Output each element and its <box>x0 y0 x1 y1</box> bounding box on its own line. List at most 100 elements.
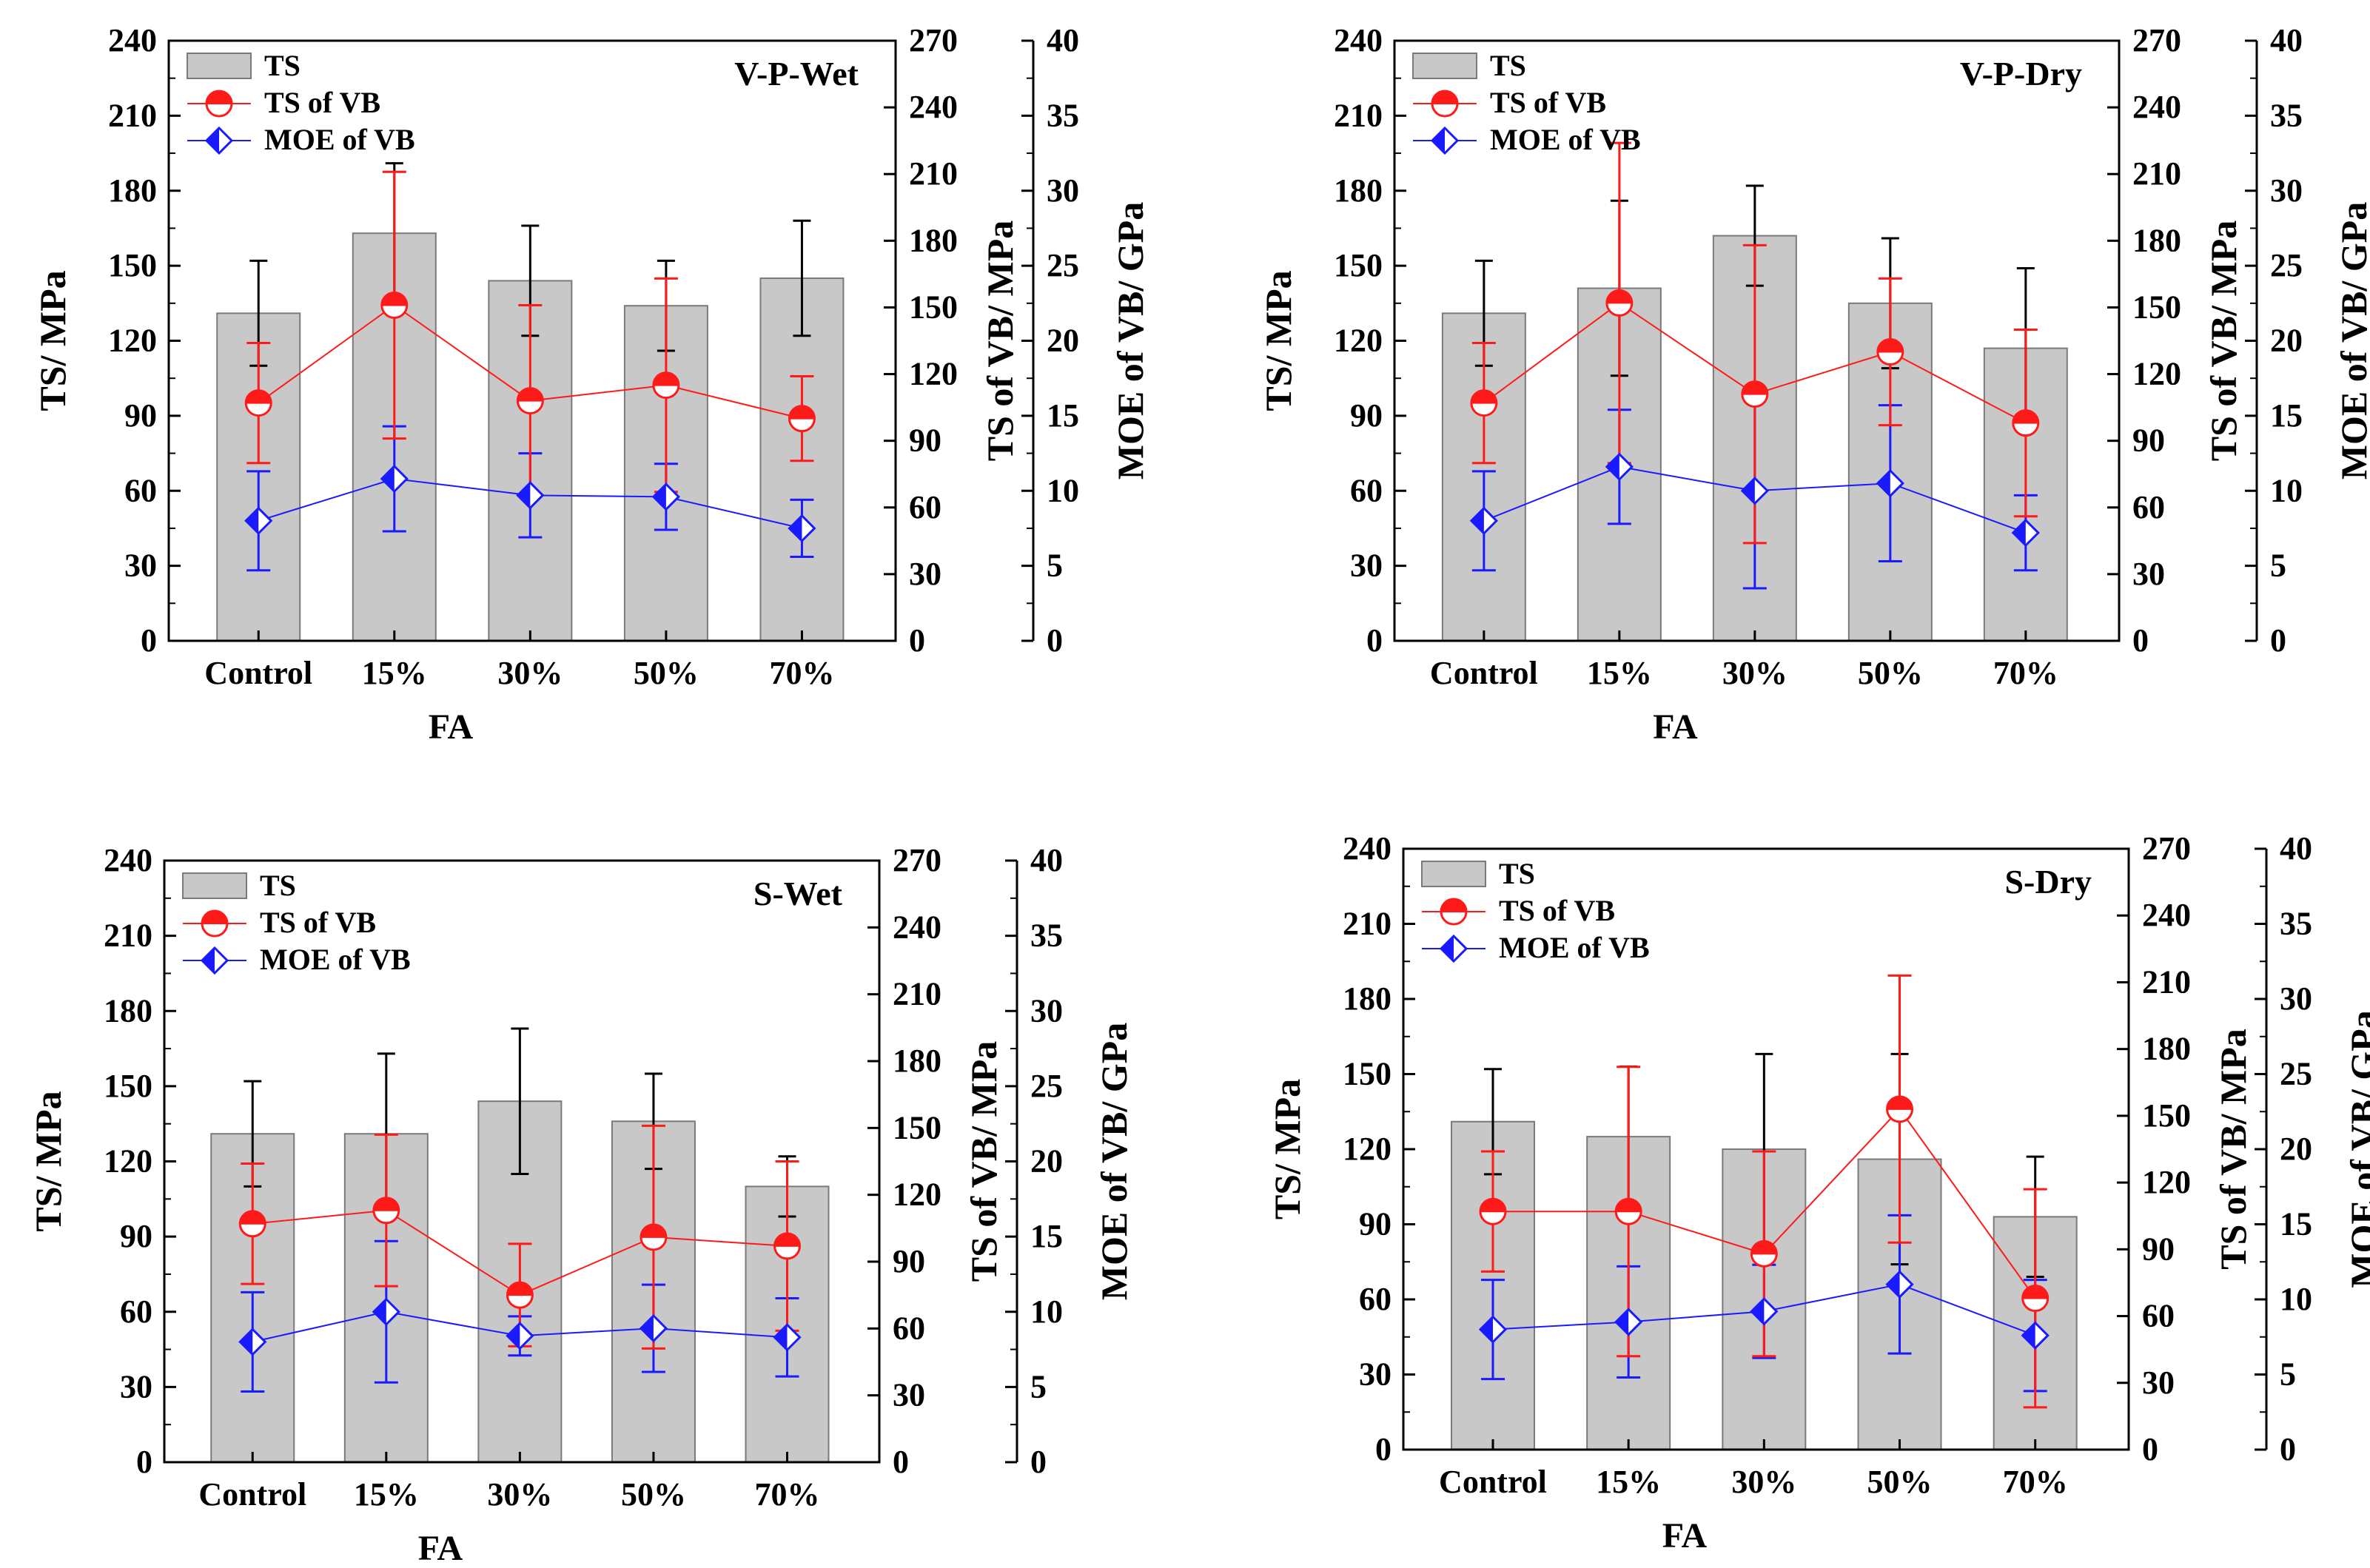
y2-tick-label-7: 210 <box>893 976 941 1012</box>
y-tick-label-1: 30 <box>124 548 157 584</box>
y3-tick-label-0: 0 <box>1047 622 1063 659</box>
y2-tick-label-5: 150 <box>2142 1097 2191 1134</box>
x-axis-label: FA <box>418 1529 463 1568</box>
marker-ts-vb-4-fill <box>1886 1095 1913 1110</box>
legend-label-moe-vb: MOE of VB <box>1499 931 1650 964</box>
y-tick-label-2: 60 <box>1359 1281 1392 1317</box>
y-tick-label-3: 90 <box>1359 1206 1392 1242</box>
y2-tick-label-4: 120 <box>909 356 958 392</box>
y-tick-label-8: 240 <box>104 842 152 878</box>
y3-axis-label: MOE of VB/ GPa <box>1110 202 1151 480</box>
y3-tick-label-5: 25 <box>2280 1056 2312 1092</box>
y3-tick-label-0: 0 <box>2270 622 2286 659</box>
y2-tick-label-9: 270 <box>2132 22 2181 58</box>
y2-tick-label-9: 270 <box>2142 830 2191 867</box>
y2-tick-label-0: 0 <box>2132 622 2149 659</box>
x-tick-label-5: 70% <box>755 1476 820 1513</box>
y-tick-label-8: 240 <box>108 22 157 58</box>
marker-moe-vb-3-fill <box>1742 478 1755 504</box>
y2-tick-label-9: 270 <box>893 842 941 878</box>
y2-tick-label-1: 30 <box>2142 1365 2175 1401</box>
x-tick-label-1: Control <box>1430 655 1538 691</box>
marker-ts-vb-3-fill <box>517 387 544 402</box>
y-tick-label-5: 150 <box>1334 247 1383 283</box>
y2-tick-label-8: 240 <box>909 89 958 125</box>
y-tick-label-6: 180 <box>104 992 152 1029</box>
marker-ts-vb-2-fill <box>380 292 408 306</box>
marker-ts-vb-3-fill <box>1741 380 1768 395</box>
x-tick-label-3: 30% <box>487 1476 552 1513</box>
y-tick-label-5: 150 <box>104 1068 152 1104</box>
y2-tick-label-6: 180 <box>2132 222 2181 258</box>
y2-tick-label-4: 120 <box>893 1177 941 1213</box>
x-tick-label-4: 50% <box>634 655 699 691</box>
legend-label-ts-vb: TS of VB <box>1490 86 1606 119</box>
y3-axis-label: MOE of VB/ GPa <box>2343 1010 2370 1288</box>
panel-title: S-Wet <box>753 875 843 912</box>
legend-swatch-ts <box>1421 861 1486 887</box>
y-tick-label-0: 0 <box>1375 1431 1392 1467</box>
marker-ts-vb-2-fill <box>372 1197 400 1211</box>
y3-tick-label-0: 0 <box>1030 1444 1047 1480</box>
y2-tick-label-7: 210 <box>2142 963 2191 1000</box>
x-tick-label-5: 70% <box>1993 655 2058 691</box>
y2-tick-label-2: 60 <box>909 489 941 525</box>
y-axis-label: TS/ MPa <box>1258 270 1299 411</box>
y2-axis-label: TS of VB/ MPa <box>979 221 1021 462</box>
y3-tick-label-3: 15 <box>1030 1218 1063 1254</box>
y2-tick-label-6: 180 <box>909 222 958 258</box>
y3-tick-label-7: 35 <box>1047 97 1079 133</box>
legend-label-ts-vb: TS of VB <box>260 906 376 939</box>
y-tick-label-2: 60 <box>120 1293 152 1330</box>
legend-marker-ts-vb-fill <box>1431 90 1459 104</box>
marker-moe-vb-2-fill <box>381 466 395 492</box>
marker-moe-vb-3-fill <box>507 1323 520 1349</box>
legend-swatch-ts <box>187 53 252 79</box>
y2-tick-label-1: 30 <box>2132 556 2165 592</box>
y-tick-label-8: 240 <box>1334 22 1383 58</box>
y2-tick-label-3: 90 <box>2142 1231 2175 1267</box>
y3-tick-label-8: 40 <box>1047 22 1079 58</box>
y3-axis-label: MOE of VB/ GPa <box>1093 1023 1135 1300</box>
y2-tick-label-2: 60 <box>2132 489 2165 525</box>
marker-ts-vb-5-fill <box>788 405 816 420</box>
panel-title: V-P-Wet <box>734 55 859 92</box>
y-tick-label-7: 210 <box>108 97 157 133</box>
x-tick-label-1: Control <box>204 655 312 691</box>
legend-marker-moe-vb-fill <box>202 948 215 973</box>
y2-tick-label-4: 120 <box>2132 356 2181 392</box>
y2-tick-label-8: 240 <box>2142 897 2191 933</box>
legend-marker-ts-vb-fill <box>205 90 233 104</box>
y-tick-label-2: 60 <box>1350 472 1383 508</box>
marker-moe-vb-1-fill <box>1471 508 1484 534</box>
y2-tick-label-8: 240 <box>893 909 941 945</box>
x-axis-label: FA <box>429 707 474 747</box>
y2-tick-label-6: 180 <box>2142 1031 2191 1067</box>
marker-ts-vb-3-fill <box>1750 1240 1778 1255</box>
y-tick-label-5: 150 <box>108 247 157 283</box>
marker-ts-vb-1-fill <box>245 389 272 404</box>
x-tick-label-1: Control <box>198 1476 306 1513</box>
y2-axis-label: TS of VB/ MPa <box>2203 221 2244 462</box>
marker-moe-vb-2-fill <box>1606 454 1619 480</box>
x-tick-label-3: 30% <box>497 655 563 691</box>
y2-tick-label-5: 150 <box>909 289 958 325</box>
marker-moe-vb-4-fill <box>1877 471 1890 497</box>
y2-tick-label-5: 150 <box>893 1109 941 1145</box>
y3-tick-label-3: 15 <box>2270 397 2303 434</box>
marker-moe-vb-5-fill <box>2013 520 2026 546</box>
y-tick-label-3: 90 <box>1350 397 1383 434</box>
marker-moe-vb-5-fill <box>2022 1322 2035 1348</box>
x-tick-label-5: 70% <box>2003 1464 2068 1500</box>
marker-moe-vb-4-fill <box>640 1316 654 1342</box>
y3-tick-label-4: 20 <box>1047 323 1079 359</box>
y2-tick-label-3: 90 <box>909 423 941 459</box>
y-tick-label-7: 210 <box>1343 906 1392 942</box>
marker-ts-vb-5-fill <box>773 1232 801 1247</box>
y3-tick-label-7: 35 <box>1030 918 1063 954</box>
y-tick-label-3: 90 <box>120 1218 152 1254</box>
legend-swatch-ts <box>182 872 247 899</box>
y2-axis-label: TS of VB/ MPa <box>963 1041 1004 1282</box>
y2-axis-label: TS of VB/ MPa <box>2212 1029 2254 1270</box>
y3-tick-label-7: 35 <box>2280 906 2312 942</box>
